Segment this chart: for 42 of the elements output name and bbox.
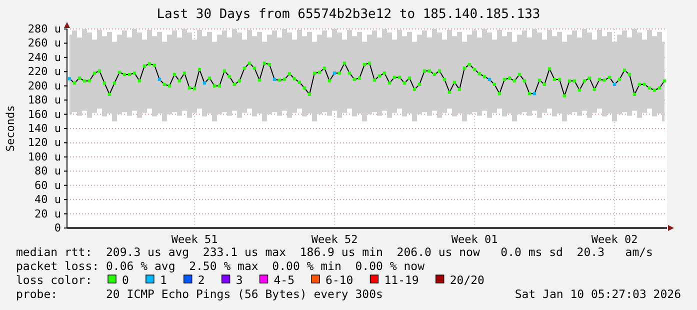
y-tick-label: 120 u [28, 136, 61, 150]
point [612, 82, 616, 86]
y-tick-label: 160 u [28, 108, 61, 121]
y-tick-label: 260 u [28, 36, 61, 50]
x-tick-label: Week 01 [451, 233, 498, 246]
text: median rtt: 209.3 us avg 233.1 us max 186.9 us min 206.0 us now 0.0 ms sd 20.3 am/s [16, 245, 653, 259]
y-tick-label: 280 u [28, 22, 61, 36]
y-axis-title: Seconds [4, 105, 17, 152]
y-tick-label: 0 [54, 222, 61, 235]
point [488, 78, 492, 82]
legend-label: 6-10 [326, 273, 354, 287]
legend-label: 20/20 [450, 273, 485, 287]
x-tick-label: Week 02 [591, 233, 638, 246]
legend-title: loss color: [16, 273, 92, 287]
y-tick-label: 240 u [28, 50, 61, 64]
legend-label: 4-5 [274, 273, 295, 287]
y-tick-label: 60 u [34, 178, 61, 192]
legend-label: 0 [122, 273, 129, 287]
y-tick-label: 220 u [28, 65, 61, 78]
point [532, 92, 536, 96]
legend-label: 11-19 [384, 273, 419, 287]
point [332, 71, 336, 75]
point [202, 81, 206, 85]
legend-label: 2 [198, 273, 205, 287]
y-tick-label: 20 u [34, 207, 61, 220]
text: packet loss: 0.06 % avg 2.50 % max 0.00 % min 0.00 % now [16, 259, 425, 273]
y-tick-label: 80 u [34, 164, 61, 178]
y-tick-label: 100 u [28, 150, 61, 164]
point [272, 78, 276, 82]
x-tick-label: Week 51 [171, 233, 218, 246]
text: probe: 20 ICMP Echo Pings (56 Bytes) every 300s [16, 287, 383, 301]
x-tick-label: Week 52 [311, 233, 358, 246]
chart-title: Last 30 Days from 65574b2b3e12 to 185.140.185.133 [156, 7, 540, 22]
point [158, 78, 162, 82]
text: Sat Jan 10 05:27:03 2026 [514, 287, 682, 301]
point [68, 77, 72, 80]
legend-label: 1 [160, 273, 167, 287]
y-tick-label: 140 u [28, 122, 61, 136]
y-tick-label: 40 u [34, 193, 61, 206]
legend-label: 3 [236, 273, 243, 287]
y-tick-label: 200 u [28, 79, 61, 92]
y-tick-label: 180 u [28, 94, 61, 107]
